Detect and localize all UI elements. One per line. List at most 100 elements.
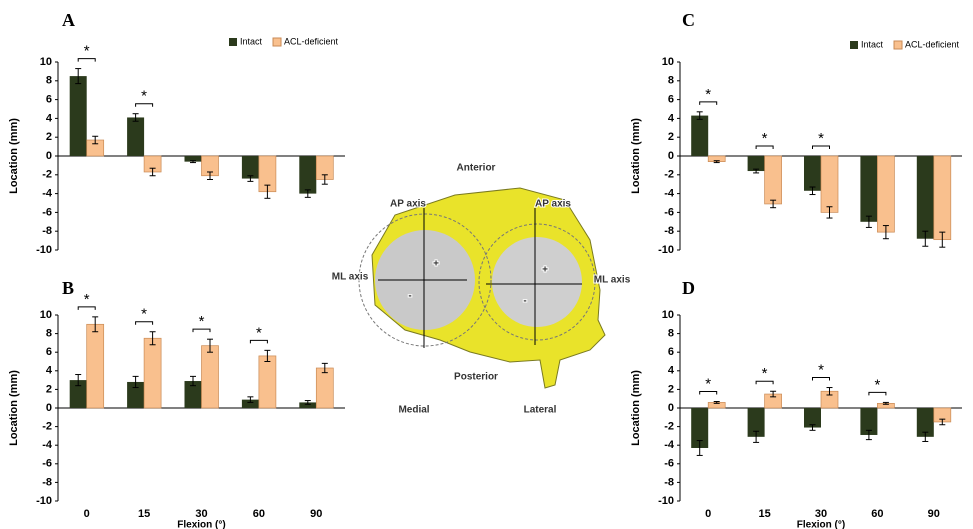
- x-tick-label: 0: [84, 508, 90, 520]
- y-tick-label: 0: [668, 402, 674, 414]
- bar: [917, 156, 934, 239]
- y-tick-label: -2: [42, 421, 52, 433]
- significance-star: *: [874, 376, 880, 393]
- bar: [70, 76, 87, 156]
- x-tick-label: 30: [195, 508, 207, 520]
- y-tick-label: -8: [42, 476, 52, 488]
- x-tick-label: 30: [815, 508, 827, 520]
- y-tick-label: -10: [658, 495, 674, 507]
- y-tick-label: -10: [36, 495, 52, 507]
- x-tick-label: 0: [705, 508, 711, 520]
- x-tick-label: 60: [253, 508, 265, 520]
- y-tick-label: 10: [40, 56, 52, 68]
- x-tick-label: 90: [310, 508, 322, 520]
- bar: [804, 156, 821, 191]
- y-tick-label: 10: [40, 309, 52, 321]
- legend-label: Intact: [861, 39, 884, 49]
- legend-swatch: [229, 38, 237, 46]
- y-tick-label: 4: [668, 365, 675, 377]
- significance-star: *: [818, 362, 824, 379]
- bar: [877, 156, 894, 232]
- panel-letter: A: [62, 10, 75, 30]
- x-tick-label: 15: [758, 508, 770, 520]
- diagram-label: ML axis: [594, 275, 631, 286]
- bar: [127, 117, 144, 156]
- y-tick-label: 4: [46, 112, 53, 124]
- y-tick-label: -4: [42, 188, 53, 200]
- legend-swatch: [273, 38, 281, 46]
- panel-letter: D: [682, 278, 695, 298]
- bar: [821, 156, 838, 212]
- significance-star: *: [762, 130, 768, 147]
- y-axis-label: Location (mm): [630, 118, 642, 194]
- y-axis-label: Location (mm): [630, 370, 642, 446]
- y-tick-label: -8: [42, 225, 52, 237]
- y-tick-label: -4: [664, 188, 675, 200]
- x-axis-label: Flexion (°): [797, 520, 845, 529]
- diagram-label: Anterior: [457, 163, 496, 174]
- y-tick-label: 8: [668, 328, 674, 340]
- diagram-label: AP axis: [535, 199, 571, 210]
- diagram-label: AP axis: [390, 199, 426, 210]
- y-axis-label: Location (mm): [8, 118, 20, 194]
- y-tick-label: -2: [664, 421, 674, 433]
- y-tick-label: -4: [664, 439, 675, 451]
- significance-star: *: [705, 86, 711, 103]
- x-tick-label: 15: [138, 508, 150, 520]
- y-tick-label: -4: [42, 439, 53, 451]
- legend-label: ACL-deficient: [905, 39, 960, 49]
- y-tick-label: 2: [46, 131, 52, 143]
- y-tick-label: -2: [664, 169, 674, 181]
- y-tick-label: -6: [42, 206, 52, 218]
- y-tick-label: 6: [46, 94, 52, 106]
- bar: [87, 324, 104, 408]
- x-axis-label: Flexion (°): [177, 520, 225, 529]
- panel-letter: B: [62, 278, 74, 298]
- legend-swatch: [850, 41, 858, 49]
- y-tick-label: -2: [42, 169, 52, 181]
- bar: [242, 156, 259, 179]
- bar: [202, 346, 219, 408]
- diagram-label: Medial: [398, 405, 429, 416]
- bar: [259, 356, 276, 408]
- y-tick-label: -6: [664, 206, 674, 218]
- y-tick-label: 4: [668, 112, 675, 124]
- y-tick-label: 10: [662, 309, 674, 321]
- y-tick-label: 8: [46, 328, 52, 340]
- significance-star: *: [141, 88, 147, 105]
- y-tick-label: -10: [36, 244, 52, 256]
- diagram-label: +: [433, 259, 439, 270]
- significance-star: *: [256, 324, 262, 341]
- significance-star: *: [141, 306, 147, 323]
- diagram-label: -: [523, 296, 526, 307]
- significance-star: *: [84, 291, 90, 308]
- y-tick-label: 10: [662, 56, 674, 68]
- y-tick-label: 2: [668, 383, 674, 395]
- y-tick-label: 8: [46, 75, 52, 87]
- y-tick-label: 6: [46, 346, 52, 358]
- y-tick-label: -8: [664, 476, 674, 488]
- y-tick-label: 0: [668, 150, 674, 162]
- y-tick-label: 8: [668, 75, 674, 87]
- lateral-compartment: [492, 237, 582, 327]
- y-axis-label: Location (mm): [8, 370, 20, 446]
- bar: [765, 156, 782, 204]
- panel-letter: C: [682, 10, 695, 30]
- y-tick-label: -8: [664, 225, 674, 237]
- diagram-label: ML axis: [332, 272, 369, 283]
- y-tick-label: 6: [668, 346, 674, 358]
- y-tick-label: 2: [46, 383, 52, 395]
- y-tick-label: 0: [46, 402, 52, 414]
- y-tick-label: 0: [46, 150, 52, 162]
- bar: [316, 368, 333, 408]
- y-tick-label: 2: [668, 131, 674, 143]
- bar: [860, 156, 877, 222]
- bar: [691, 116, 708, 156]
- y-tick-label: -10: [658, 244, 674, 256]
- significance-star: *: [84, 43, 90, 60]
- figure: AnteriorAP axisAP axisML axisML axis++--…: [0, 0, 973, 529]
- diagram-label: -: [408, 291, 411, 302]
- significance-star: *: [762, 365, 768, 382]
- legend-label: ACL-deficient: [284, 36, 339, 46]
